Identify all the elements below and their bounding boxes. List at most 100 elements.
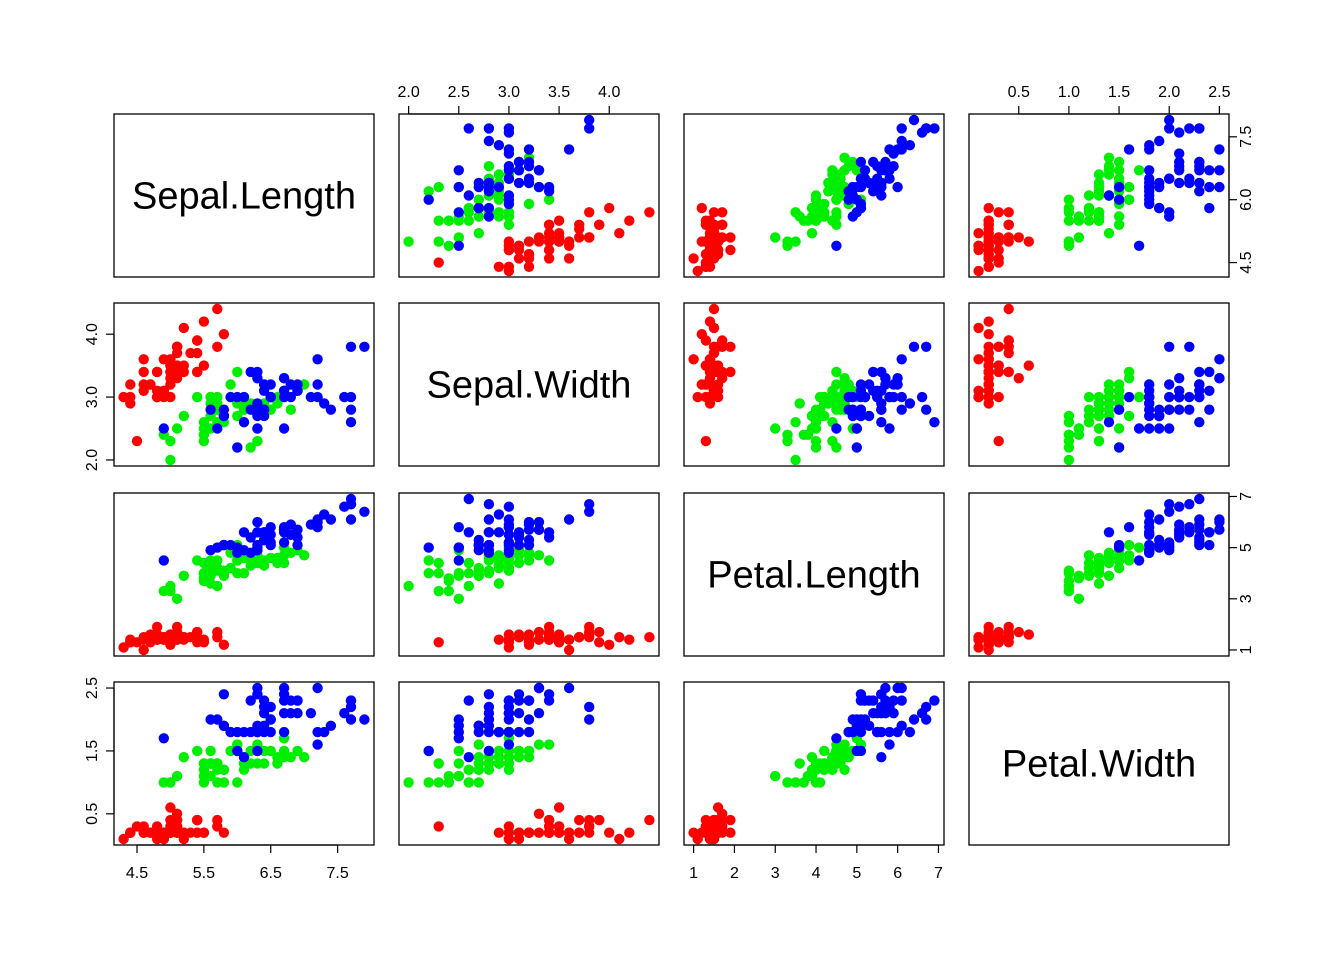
point-virginica: [859, 173, 871, 184]
tick-label: 7.5: [1238, 126, 1255, 148]
point-virginica: [252, 689, 263, 700]
point-setosa: [983, 373, 994, 384]
point-versicolor: [810, 417, 822, 428]
panel-r3-c2: [398, 492, 660, 657]
point-setosa: [1013, 626, 1024, 638]
point-versicolor: [463, 764, 474, 775]
point-setosa: [725, 814, 736, 826]
point-virginica: [319, 398, 330, 409]
point-versicolor: [198, 417, 210, 428]
point-setosa: [553, 629, 565, 640]
panel-r3-c4: [968, 492, 1230, 657]
point-virginica: [847, 211, 858, 222]
point-versicolor: [165, 585, 176, 597]
point-versicolor: [1113, 165, 1125, 176]
point-setosa: [700, 360, 712, 371]
point-versicolor: [1123, 555, 1135, 566]
point-virginica: [843, 726, 854, 738]
point-virginica: [1123, 391, 1135, 403]
tick-label: 0.5: [84, 803, 101, 825]
tick-label: 2.5: [1208, 84, 1230, 101]
point-versicolor: [493, 745, 505, 757]
point-versicolor: [794, 758, 805, 769]
point-virginica: [493, 181, 505, 193]
point-versicolor: [473, 194, 484, 205]
point-virginica: [325, 514, 337, 525]
tick-label: 5.5: [193, 865, 215, 882]
point-setosa: [725, 827, 736, 838]
point-virginica: [859, 714, 871, 725]
point-virginica: [1214, 524, 1225, 535]
point-virginica: [325, 404, 337, 415]
point-virginica: [245, 695, 256, 706]
tick-label: 7.5: [326, 865, 348, 882]
point-virginica: [1194, 519, 1205, 530]
point-setosa: [696, 202, 707, 214]
point-versicolor: [423, 555, 434, 566]
tick-label: 2: [730, 865, 739, 882]
point-virginica: [916, 391, 928, 403]
point-setosa: [983, 316, 994, 327]
point-virginica: [205, 714, 216, 725]
point-setosa: [553, 215, 565, 226]
point-virginica: [238, 417, 250, 428]
point-virginica: [896, 123, 907, 134]
point-setosa: [594, 637, 605, 648]
point-virginica: [584, 499, 595, 510]
variable-label: Petal.Length: [707, 555, 920, 597]
x-axis-top-Petal.Width: 0.5 1.0 1.5 2.0 2.5: [1008, 84, 1231, 115]
point-virginica: [252, 542, 263, 553]
point-versicolor: [433, 777, 444, 788]
point-versicolor: [770, 232, 781, 243]
point-virginica: [855, 391, 867, 403]
point-versicolor: [423, 186, 434, 197]
tick-label: 2.0: [84, 449, 101, 471]
tick-label: 3.0: [84, 386, 101, 408]
point-virginica: [1164, 545, 1175, 556]
point-setosa: [533, 236, 545, 247]
point-versicolor: [285, 404, 296, 415]
point-versicolor: [823, 398, 834, 409]
point-setosa: [725, 366, 736, 378]
point-versicolor: [433, 215, 444, 226]
point-setosa: [983, 634, 994, 645]
point-virginica: [1123, 144, 1135, 155]
point-setosa: [983, 253, 994, 264]
point-virginica: [1154, 542, 1165, 553]
point-virginica: [513, 177, 525, 189]
point-setosa: [563, 240, 575, 251]
tick-label: 4.5: [126, 865, 148, 882]
panel-r1-c2: [398, 113, 660, 278]
point-versicolor: [1073, 232, 1085, 243]
point-virginica: [884, 739, 895, 750]
point-versicolor: [1103, 161, 1115, 172]
point-virginica: [1144, 539, 1155, 551]
point-setosa: [192, 335, 203, 346]
panel-r4-c2: [398, 681, 660, 846]
point-virginica: [563, 514, 575, 525]
point-setosa: [688, 354, 699, 365]
point-virginica: [1103, 417, 1115, 428]
point-virginica: [278, 537, 290, 548]
point-virginica: [1184, 404, 1195, 415]
point-versicolor: [198, 764, 210, 775]
point-setosa: [973, 228, 984, 239]
point-versicolor: [814, 777, 826, 788]
point-virginica: [1144, 391, 1155, 403]
point-setosa: [138, 354, 149, 365]
point-setosa: [198, 637, 210, 648]
point-versicolor: [1113, 219, 1125, 230]
point-virginica: [238, 752, 250, 763]
point-setosa: [574, 814, 585, 826]
point-virginica: [339, 708, 350, 719]
point-versicolor: [463, 568, 474, 579]
point-versicolor: [814, 207, 826, 218]
point-setosa: [574, 232, 585, 243]
variable-label: Petal.Width: [1002, 744, 1196, 786]
point-virginica: [265, 714, 276, 725]
point-setosa: [993, 257, 1004, 268]
point-virginica: [285, 379, 296, 390]
point-virginica: [473, 202, 484, 214]
point-virginica: [493, 527, 505, 538]
tick-label: 4.0: [598, 84, 620, 101]
